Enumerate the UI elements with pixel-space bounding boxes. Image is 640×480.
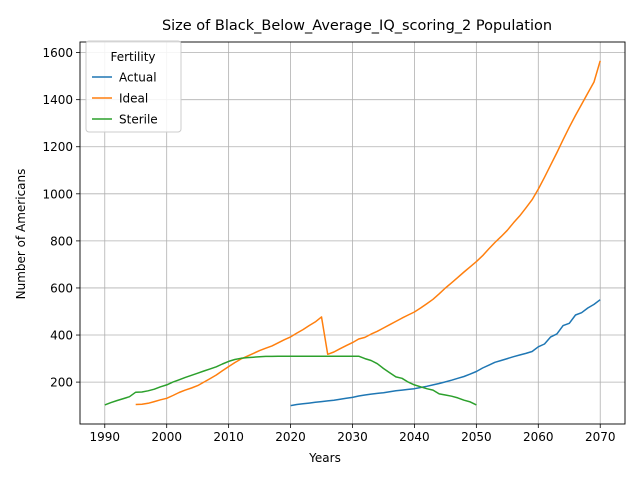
- x-tick-label: 2050: [461, 430, 492, 444]
- y-tick-label: 800: [50, 234, 73, 248]
- y-tick-label: 200: [50, 376, 73, 390]
- chart-title: Size of Black_Below_Average_IQ_scoring_2…: [162, 18, 552, 34]
- x-tick-label: 2030: [337, 430, 368, 444]
- x-tick-label: 2020: [275, 430, 306, 444]
- legend-label-actual: Actual: [119, 71, 157, 85]
- x-tick-label: 2070: [585, 430, 616, 444]
- x-axis-label: Years: [308, 451, 341, 465]
- x-tick-label: 2010: [213, 430, 244, 444]
- legend-label-sterile: Sterile: [119, 113, 158, 127]
- y-tick-label: 1200: [42, 140, 73, 154]
- y-tick-label: 400: [50, 329, 73, 343]
- legend: Fertility Actual Ideal Sterile: [85, 40, 182, 133]
- series-lines: [104, 60, 601, 407]
- series-line-sterile: [104, 355, 477, 406]
- y-tick-label: 1600: [42, 46, 73, 60]
- x-axis-ticks: 1990 2000 2010 2020 2030 2040 2050 2060 2070: [89, 424, 616, 444]
- y-axis-label: Number of Americans: [14, 169, 28, 300]
- legend-title: Fertility: [110, 50, 155, 64]
- x-tick-label: 2040: [399, 430, 430, 444]
- y-tick-label: 1400: [42, 93, 73, 107]
- legend-label-ideal: Ideal: [119, 92, 148, 106]
- y-tick-label: 1000: [42, 187, 73, 201]
- y-axis-ticks: 200 400 600 800 1000 1200 1400 1600: [42, 46, 80, 390]
- x-tick-label: 2000: [151, 430, 182, 444]
- series-line-actual: [290, 299, 601, 407]
- y-tick-label: 600: [50, 281, 73, 295]
- legend-box: [85, 40, 182, 133]
- grid-lines: [80, 42, 625, 424]
- series-line-ideal: [135, 60, 601, 406]
- x-tick-label: 2060: [523, 430, 554, 444]
- x-tick-label: 1990: [89, 430, 120, 444]
